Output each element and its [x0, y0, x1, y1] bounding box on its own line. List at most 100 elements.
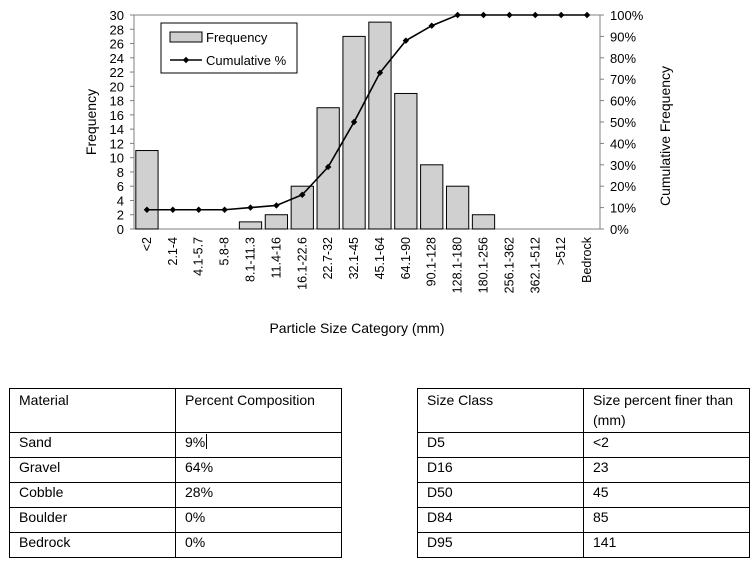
table-cell: Cobble: [9, 482, 176, 508]
histogram-bar: [264, 214, 289, 230]
table-header-row: Material Percent Composition: [9, 388, 342, 433]
histogram-bar: [445, 185, 470, 230]
legend-label-frequency: Frequency: [206, 30, 268, 45]
y2-tick-label: 0%: [610, 222, 629, 237]
cumulative-point: [195, 206, 202, 213]
y2-tick-label: 80%: [610, 51, 636, 66]
table-cell[interactable]: 0%: [175, 507, 342, 533]
x-tick-label: 128.1-180: [451, 237, 465, 293]
column-header: Material: [9, 388, 176, 433]
table-row: Gravel 64%: [9, 457, 342, 483]
y-tick-label: 16: [110, 108, 124, 123]
histogram-bar: [471, 214, 496, 230]
table-header-row: Size Class Size percent finer than (mm): [417, 388, 750, 433]
y-tick-label: 22: [110, 65, 124, 80]
legend-label-cumulative: Cumulative %: [206, 53, 287, 68]
y2-tick-label: 60%: [610, 94, 636, 109]
y-tick-label: 0: [117, 222, 124, 237]
table-row: Sand 9%: [9, 432, 342, 458]
table-cell[interactable]: 0%: [175, 532, 342, 558]
table-cell[interactable]: <2: [583, 432, 750, 458]
table-row: D84 85: [417, 507, 750, 533]
material-composition-table: Material Percent Composition Sand 9% Gra…: [9, 388, 342, 558]
table-cell[interactable]: 141: [583, 532, 750, 558]
cell-value: 9%: [185, 434, 206, 450]
cumulative-point: [169, 206, 177, 213]
y2-axis-title: Cumulative Frequency: [657, 66, 673, 206]
cumulative-point: [273, 202, 280, 209]
cumulative-point: [350, 118, 358, 126]
x-tick-label: <2: [140, 237, 154, 251]
x-tick-label: 64.1-90: [399, 237, 413, 279]
table-cell: Boulder: [9, 507, 176, 533]
x-tick-label: 22.7-32: [321, 237, 335, 279]
table-cell[interactable]: 45: [583, 482, 750, 508]
table-cell: D50: [417, 482, 584, 508]
table-row: D5 <2: [417, 432, 750, 458]
cumulative-point: [532, 11, 539, 19]
y-tick-label: 14: [110, 122, 124, 137]
table-cell[interactable]: 64%: [175, 457, 342, 483]
x-tick-label: 11.4-16: [269, 237, 283, 279]
table-row: Cobble 28%: [9, 482, 342, 508]
table-cell[interactable]: 23: [583, 457, 750, 483]
y-tick-label: 2: [117, 208, 124, 223]
x-tick-label: 90.1-128: [425, 237, 439, 286]
table-cell: Gravel: [9, 457, 176, 483]
cumulative-point: [454, 11, 461, 19]
x-tick-label: 362.1-512: [528, 237, 542, 293]
cumulative-point: [480, 11, 487, 19]
y-tick-label: 8: [117, 165, 124, 180]
y-tick-label: 6: [117, 179, 124, 194]
table-cell: Bedrock: [9, 532, 176, 558]
y2-tick-label: 100%: [610, 8, 644, 23]
cumulative-line: [146, 14, 588, 211]
cumulative-point: [247, 204, 254, 211]
y-tick-label: 20: [110, 79, 124, 94]
y2-tick-label: 20%: [610, 179, 636, 194]
table-cell: D5: [417, 432, 584, 458]
table-cell[interactable]: 28%: [175, 482, 342, 508]
x-tick-label: >512: [554, 237, 568, 265]
table-row: Bedrock 0%: [9, 532, 342, 558]
x-tick-label: 32.1-45: [347, 237, 361, 279]
x-tick-label: 45.1-64: [373, 237, 387, 279]
histogram-bar: [368, 21, 392, 230]
histogram-bar: [342, 35, 366, 230]
x-tick-label: 4.1-5.7: [192, 237, 206, 276]
cumulative-point: [557, 11, 565, 19]
table-cell[interactable]: 9%: [175, 432, 342, 458]
histogram-bar: [394, 92, 418, 230]
y2-tick-label: 90%: [610, 29, 636, 44]
cumulative-point: [583, 11, 591, 19]
y-tick-label: 28: [110, 22, 124, 37]
table-row: D50 45: [417, 482, 750, 508]
y-tick-label: 26: [110, 37, 124, 52]
x-tick-label: 16.1-22.6: [295, 237, 309, 290]
y-tick-label: 4: [117, 193, 124, 208]
cumulative-point: [221, 206, 228, 213]
y2-tick-label: 50%: [610, 115, 636, 130]
cumulative-point: [143, 206, 151, 213]
table-cell: D16: [417, 457, 584, 483]
y-tick-label: 24: [110, 51, 124, 66]
y2-tick-label: 30%: [610, 158, 636, 173]
histogram-bar: [420, 164, 444, 230]
column-header: Size Class: [417, 388, 584, 433]
cumulative-point: [506, 11, 513, 19]
table-row: Boulder 0%: [9, 507, 342, 533]
x-tick-label: 5.8-8: [218, 237, 232, 266]
x-tick-label: 2.1-4: [166, 237, 180, 266]
size-class-table: Size Class Size percent finer than (mm) …: [417, 388, 750, 558]
y-tick-label: 30: [110, 8, 124, 23]
table-row: D95 141: [417, 532, 750, 558]
table-cell: D84: [417, 507, 584, 533]
table-cell: D95: [417, 532, 584, 558]
y-tick-label: 10: [110, 151, 124, 166]
table-row: D16 23: [417, 457, 750, 483]
y2-tick-label: 10%: [610, 201, 636, 216]
legend-marker-cumulative: [182, 56, 190, 64]
y-axis-title: Frequency: [83, 89, 99, 155]
x-axis-title: Particle Size Category (mm): [269, 320, 444, 336]
table-cell[interactable]: 85: [583, 507, 750, 533]
